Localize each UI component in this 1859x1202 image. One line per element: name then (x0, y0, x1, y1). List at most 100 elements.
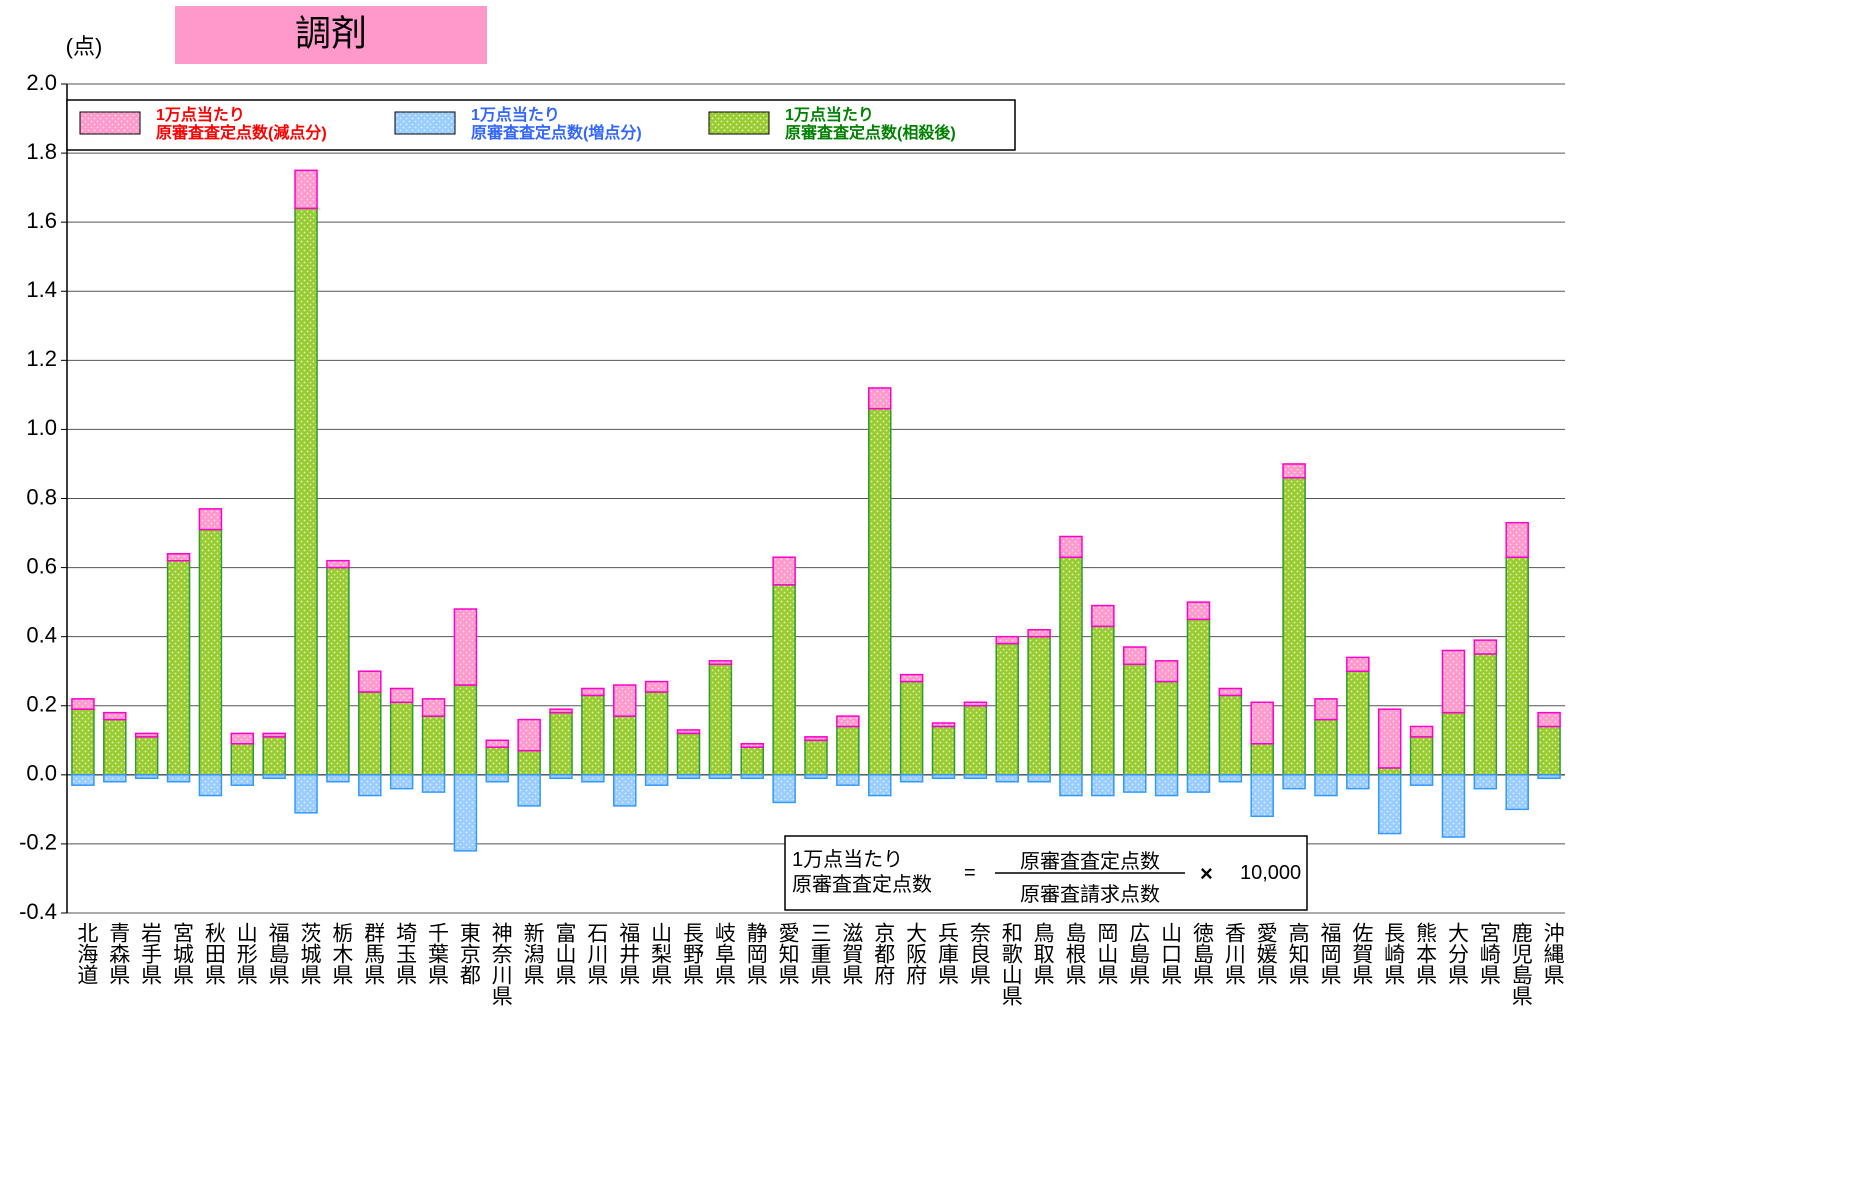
bar-segment (1122, 646, 1147, 666)
bar-segment (581, 694, 605, 776)
x-tick-label: 奈良県 (967, 922, 991, 985)
x-tick-label: 岡山県 (1094, 922, 1118, 985)
bar-segment (676, 732, 701, 776)
legend-label: 1万点当たり 原審査査定点数(減点分) (156, 107, 327, 142)
bar-segment (1250, 774, 1274, 818)
y-tick-label: 2.0 (26, 70, 57, 95)
bar-segment (1377, 774, 1402, 835)
bar-segment (772, 556, 796, 586)
bar-segment (804, 736, 828, 742)
bar-segment (1154, 660, 1179, 683)
x-tick-label: 佐賀県 (1349, 922, 1373, 985)
bar-segment (1505, 556, 1529, 776)
x-tick-label: 東京都 (457, 922, 481, 985)
bar-segment (1346, 656, 1370, 672)
bar-segment (358, 691, 382, 776)
bar-segment (772, 584, 796, 776)
bar-segment (1409, 736, 1434, 776)
x-tick-label: 長崎県 (1381, 922, 1405, 985)
bar-segment (389, 701, 414, 776)
bar-segment (517, 774, 541, 807)
bar-segment (1377, 708, 1402, 769)
bar-segment (198, 508, 223, 531)
y-tick-label: 0.8 (26, 484, 57, 509)
bar-segment (71, 698, 95, 710)
bar-segment (1409, 774, 1434, 786)
bar-segment (1027, 629, 1051, 638)
bar-segment (1537, 774, 1561, 780)
bar-segment (708, 660, 733, 666)
bar-segment (485, 746, 510, 776)
bar-segment (1186, 774, 1211, 793)
bar-segment (804, 774, 828, 780)
x-tick-label: 愛媛県 (1254, 922, 1278, 985)
bar-segment (613, 774, 637, 807)
bar-segment (1154, 774, 1179, 797)
bar-segment (1409, 725, 1434, 738)
bar-segment (1346, 670, 1370, 776)
bar-segment (772, 774, 796, 804)
bar-segment (1091, 774, 1115, 797)
bar-segment (485, 774, 510, 783)
bar-segment (71, 708, 95, 776)
bar-segment (740, 742, 765, 748)
bar-segment (485, 739, 510, 748)
x-tick-label: 北海道 (74, 922, 98, 985)
bar-segment (995, 635, 1019, 645)
x-tick-label: 鹿児島県 (1509, 922, 1533, 1006)
y-tick-label: 1.4 (26, 277, 57, 302)
x-tick-label: 岐阜県 (712, 922, 736, 985)
x-tick-label: 高知県 (1286, 922, 1310, 985)
x-tick-label: 群馬県 (361, 922, 385, 985)
y-tick-label: 1.2 (26, 346, 57, 371)
y-tick-label: 0.4 (26, 622, 57, 647)
formula-equals: = (964, 862, 976, 884)
x-tick-label: 石川県 (584, 922, 608, 985)
bar-segment (1314, 718, 1338, 776)
y-tick-label: 1.0 (26, 415, 57, 440)
x-tick-label: 静岡県 (744, 922, 768, 985)
bar-segment (103, 774, 127, 783)
y-tick-label: 0.6 (26, 553, 57, 578)
y-tick-label: -0.4 (19, 899, 57, 924)
x-tick-label: 神奈川県 (489, 922, 513, 1006)
bar-segment (867, 407, 892, 776)
y-tick-label: 0.2 (26, 692, 57, 717)
bar-segment (836, 774, 860, 786)
x-tick-label: 香川県 (1222, 922, 1246, 985)
bar-segment (1441, 649, 1466, 714)
bar-segment (836, 725, 860, 776)
x-tick-label: 大阪府 (903, 922, 927, 985)
bar-segment (294, 207, 318, 776)
legend-swatch (394, 111, 456, 135)
bar-segment (326, 774, 350, 783)
bar-segment (1122, 663, 1147, 776)
title-box (175, 6, 487, 64)
legend-box (66, 99, 1016, 151)
x-tick-label: 埼玉県 (393, 922, 417, 985)
x-tick-label: 熊本県 (1413, 922, 1437, 985)
x-tick-label: 広島県 (1126, 922, 1150, 985)
bar-segment (867, 387, 892, 410)
formula-factor: 10,000 (1240, 862, 1302, 884)
y-unit: (点) (66, 34, 103, 59)
bar-segment (644, 691, 669, 776)
legend-label: 1万点当たり 原審査査定点数(相殺後) (785, 107, 956, 142)
bar-segment (1282, 774, 1306, 790)
bar-segment (963, 774, 988, 780)
bar-segment (166, 553, 191, 562)
formula-denominator: 原審査請求点数 (1020, 884, 1160, 906)
y-tick-label: 1.6 (26, 208, 57, 233)
bar-segment (421, 774, 446, 793)
bar-segment (740, 774, 765, 780)
bar-segment (453, 608, 478, 686)
x-tick-label: 福岡県 (1317, 922, 1341, 985)
bar-segment (1027, 635, 1051, 776)
bar-segment (1186, 601, 1211, 621)
bar-segment (166, 774, 191, 783)
x-tick-label: 宮崎県 (1477, 922, 1501, 985)
bar-segment (1091, 604, 1115, 628)
x-tick-label: 青森県 (106, 922, 130, 985)
